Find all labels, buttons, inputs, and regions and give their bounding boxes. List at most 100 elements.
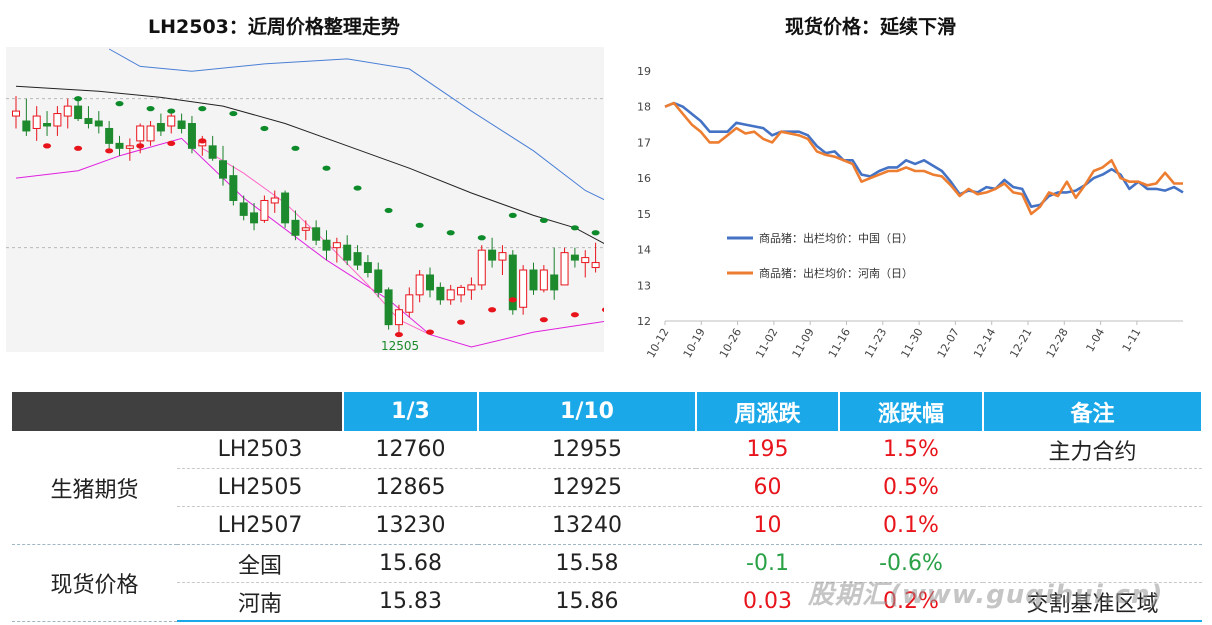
candle-body (125, 145, 134, 149)
candle-body (167, 115, 176, 127)
candle-body (281, 192, 290, 224)
header-notes: 备注 (983, 392, 1203, 431)
candle (177, 113, 186, 134)
sar-dot-green (539, 217, 548, 223)
candle (291, 210, 300, 241)
x-tick-label: 11-23 (862, 326, 889, 360)
candle-body (43, 123, 52, 127)
sar-dot-green (322, 165, 331, 171)
candle (508, 250, 517, 315)
candle-body (146, 125, 155, 142)
candle-body (219, 160, 227, 179)
candle-body (239, 202, 248, 216)
candle (12, 96, 20, 129)
group-label: 现货价格 (12, 544, 177, 622)
candle (477, 245, 486, 290)
candle (436, 282, 445, 305)
candle (32, 106, 41, 141)
sar-dot-green (384, 207, 393, 214)
candle (426, 267, 434, 298)
note-cell: 主力合约 (983, 431, 1202, 469)
candle (22, 98, 31, 136)
sar-dot-green (146, 106, 155, 112)
y-tick-label: 12 (637, 315, 651, 328)
sar-dot-green (570, 225, 579, 231)
candle-body (467, 284, 476, 291)
candle (519, 265, 528, 315)
spot-price-chart: 12 13 14 15 16 17 18 19 10-12 10-19 10-26 11-02 11-0… (625, 55, 1200, 370)
legend-label-1: 商品猪：出栏均价：河南（日） (759, 266, 913, 280)
candle (115, 135, 124, 156)
candle (146, 121, 155, 146)
price-date-2: 13240 (478, 506, 696, 545)
price-date-1: 13230 (343, 506, 478, 545)
candle-body (187, 123, 196, 149)
candle-body (591, 262, 600, 269)
table-row: 现货价格 全国 15.68 15.58 -0.1 -0.6% (12, 544, 1202, 622)
table-row: LH2505 12865 12925 60 0.5% (12, 468, 1202, 507)
candle-body (529, 269, 538, 291)
x-tick-label: 11-09 (790, 326, 817, 360)
weekly-change: 10 (696, 506, 839, 545)
sar-dot-green (74, 96, 83, 102)
sar-dot-green (167, 108, 176, 114)
candle-body (581, 257, 590, 264)
candle (43, 111, 52, 136)
candle (156, 113, 165, 136)
sar-dot-green (415, 222, 424, 228)
sar-dot-green (260, 125, 269, 132)
candle-body (250, 212, 259, 224)
upper-band-line (108, 48, 617, 206)
candle (591, 242, 600, 273)
candle-body (115, 142, 124, 149)
candle (187, 116, 196, 154)
candle (250, 202, 259, 231)
x-tick-label: 12-14 (971, 326, 998, 360)
candle-body (415, 274, 424, 296)
candle (167, 111, 176, 134)
candle-body (84, 118, 93, 124)
sar-dot-green (353, 185, 362, 191)
sar-dot-red (539, 317, 548, 323)
watermark: 股期汇(www.guqihui.cn) (808, 580, 1164, 610)
candle-body (105, 127, 114, 144)
change-percent: 0.1% (839, 506, 983, 545)
candle-body (94, 120, 103, 127)
table-row: LH2507 13230 13240 10 0.1% (12, 506, 1202, 545)
candle (529, 262, 538, 295)
candle-body (508, 254, 517, 311)
weekly-change: 60 (696, 468, 839, 507)
candle-body (519, 269, 528, 308)
candle-body (136, 125, 145, 142)
candle-body (229, 175, 238, 201)
right-chart-title: 现货价格：延续下滑 (785, 16, 957, 38)
candle (550, 247, 559, 300)
candle (219, 145, 227, 186)
candle-body (498, 252, 507, 261)
price-date-2: 15.58 (478, 544, 696, 583)
candle (457, 284, 466, 303)
sar-dot-red (43, 143, 52, 149)
price-date-1: 12760 (343, 431, 478, 469)
candle (539, 265, 548, 293)
candle-body (260, 199, 269, 221)
price-date-1: 15.83 (343, 582, 478, 622)
sar-dot-red (105, 148, 114, 154)
candle-body (560, 252, 569, 286)
table-row: 河南 15.83 15.86 0.03 0.2% 交割基准区域 (12, 582, 1202, 622)
candle-body (539, 269, 548, 291)
candle-body (74, 105, 83, 120)
price-date-2: 15.86 (478, 582, 696, 622)
x-tick-label: 1-04 (1083, 326, 1107, 354)
candle (570, 247, 579, 268)
note-cell: 交割基准区域 (983, 582, 1202, 622)
weekly-change: -0.1 (696, 544, 839, 583)
group-label: 生猪期货 (12, 431, 177, 545)
x-tick-label: 11-30 (898, 326, 925, 360)
sar-dot-green (229, 110, 238, 117)
candle-body (156, 123, 165, 132)
candle-body (291, 219, 300, 236)
instrument-name: 河南 (177, 582, 343, 622)
candle-body (363, 262, 372, 273)
x-tick-label: 11-16 (826, 326, 853, 360)
